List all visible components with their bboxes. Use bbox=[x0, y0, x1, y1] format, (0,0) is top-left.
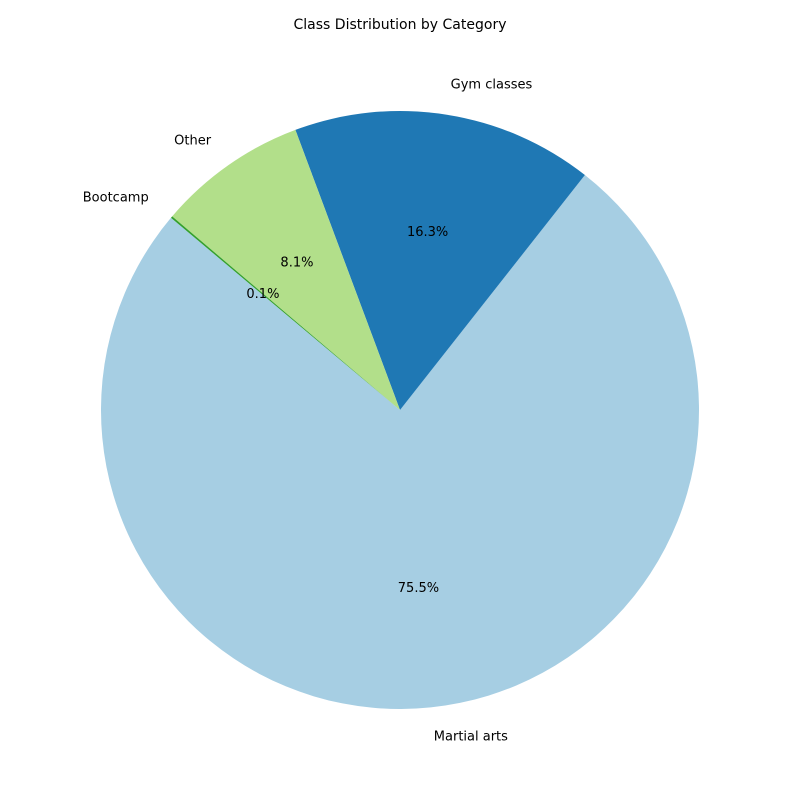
slice-label-bootcamp: Bootcamp bbox=[83, 190, 149, 205]
pct-label-bootcamp: 0.1% bbox=[246, 287, 279, 302]
pct-label-other: 8.1% bbox=[280, 256, 313, 271]
chart-title: Class Distribution by Category bbox=[294, 17, 507, 33]
pie-slice-bootcamp bbox=[170, 216, 400, 410]
pie-slice-martial-arts bbox=[101, 175, 699, 709]
pie-slices bbox=[101, 111, 699, 709]
pie-slice-gym-classes bbox=[295, 111, 585, 411]
pct-label-martial-arts: 75.5% bbox=[398, 581, 439, 596]
pct-label-gym-classes: 16.3% bbox=[407, 225, 448, 240]
pie-slice-other bbox=[172, 129, 400, 410]
slice-label-gym-classes: Gym classes bbox=[451, 78, 533, 93]
slice-label-martial-arts: Martial arts bbox=[434, 730, 508, 745]
pie-labels: Martial arts 75.5% Gym classes 16.3% Other 8.… bbox=[83, 78, 533, 745]
slice-label-other: Other bbox=[174, 133, 212, 148]
